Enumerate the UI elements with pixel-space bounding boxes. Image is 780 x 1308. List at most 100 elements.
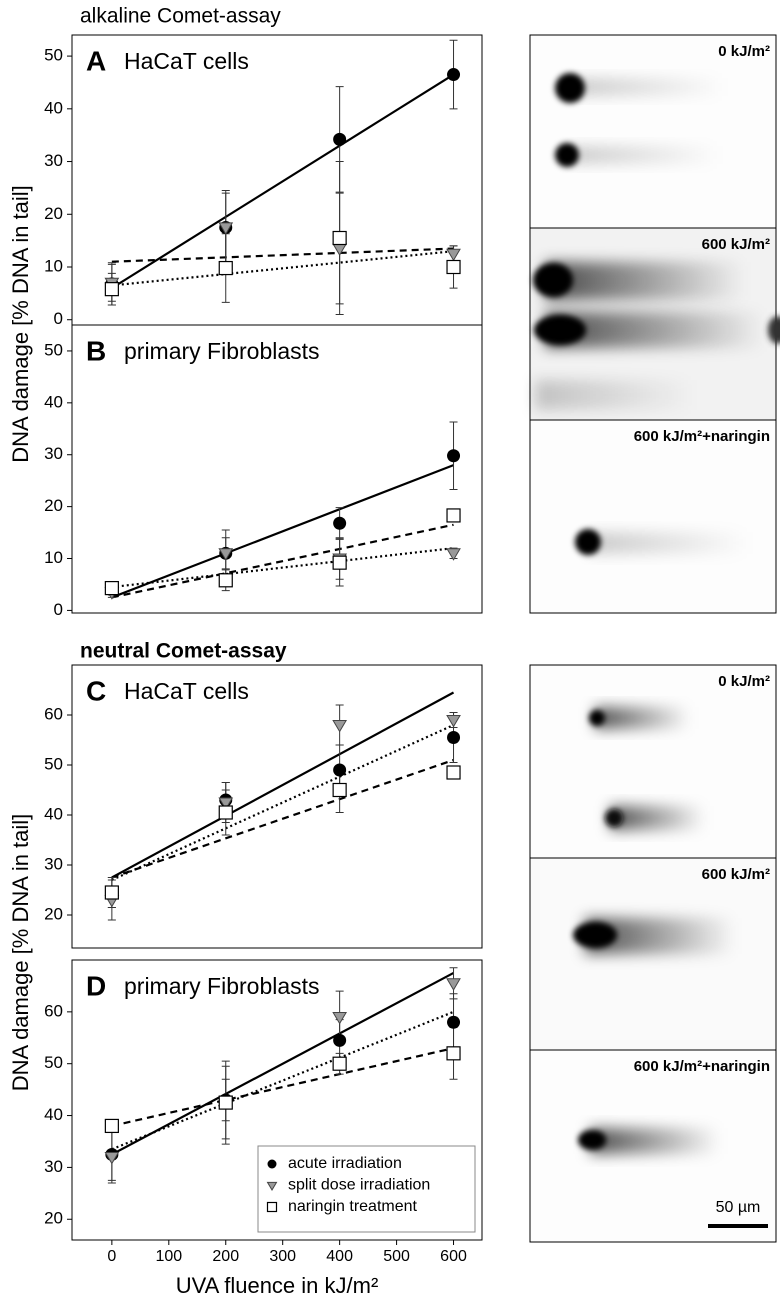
- y-tick-label: 40: [44, 98, 63, 117]
- data-point: [332, 782, 347, 798]
- legend-marker: [266, 1201, 278, 1213]
- x-tick-label: 300: [269, 1248, 296, 1265]
- data-point: [104, 1151, 120, 1165]
- comet-tail: [590, 1128, 720, 1154]
- x-tick-label: 500: [383, 1248, 410, 1265]
- comet-head: [533, 263, 573, 297]
- panel-letter: A: [86, 45, 106, 76]
- comet-tail: [575, 78, 725, 96]
- data-point: [447, 731, 461, 744]
- data-point: [218, 260, 233, 276]
- y-tick-label: 40: [44, 392, 63, 411]
- comet-head: [605, 809, 623, 827]
- micrograph-label: 600 kJ/m²+naringin: [634, 428, 770, 445]
- comet-head: [578, 1130, 606, 1150]
- x-axis-label: UVA fluence in kJ/m²: [176, 1273, 379, 1298]
- y-tick-label: 40: [44, 804, 63, 823]
- plot-frame: [71, 664, 483, 949]
- comet-head: [589, 710, 605, 726]
- micrograph: [529, 419, 777, 614]
- y-tick-label: 50: [44, 46, 63, 65]
- data-point: [332, 230, 347, 246]
- panel-letter: C: [86, 675, 106, 706]
- fit-line: [111, 73, 455, 290]
- data-point: [446, 714, 461, 728]
- section-heading: neutral Comet-assay: [80, 640, 287, 663]
- fit-line: [111, 691, 455, 879]
- data-point: [446, 548, 461, 561]
- data-point: [333, 516, 347, 530]
- comet-tail: [610, 806, 705, 830]
- data-point: [332, 555, 347, 570]
- micrograph-label: 600 kJ/m²+naringin: [634, 1058, 770, 1075]
- comet-tail: [545, 262, 745, 300]
- panel-letter: B: [86, 335, 106, 366]
- fit-line: [111, 1010, 454, 1151]
- data-point: [218, 1095, 233, 1110]
- data-point: [333, 1033, 347, 1047]
- legend-box: [257, 1145, 476, 1233]
- data-point: [447, 68, 461, 82]
- y-tick-label: 30: [44, 444, 63, 463]
- x-tick-label: 0: [107, 1248, 116, 1265]
- y-tick-label: 10: [44, 548, 63, 567]
- data-point: [332, 719, 348, 733]
- comet-head: [555, 143, 579, 167]
- y-tick-label: 30: [44, 1157, 63, 1176]
- y-tick-label: 20: [44, 1209, 63, 1228]
- x-tick-label: 200: [212, 1248, 239, 1265]
- data-point: [447, 1015, 461, 1029]
- fit-line: [111, 723, 454, 882]
- legend-marker: [266, 1181, 278, 1191]
- fit-line: [111, 247, 454, 263]
- fit-line: [111, 250, 454, 287]
- data-point: [104, 282, 119, 297]
- y-tick-label: 30: [44, 854, 63, 873]
- fit-line: [111, 523, 454, 599]
- micrograph-label: 600 kJ/m²: [702, 236, 770, 253]
- section-heading: alkaline Comet-assay: [80, 5, 281, 28]
- data-point: [332, 1011, 348, 1025]
- y-tick-label: 60: [44, 1001, 63, 1020]
- micrographs: 50 µm: [529, 34, 780, 1243]
- data-point: [104, 885, 119, 900]
- y-tick-label: 30: [44, 151, 63, 170]
- panel-title: primary Fibroblasts: [124, 973, 320, 999]
- data-point: [446, 248, 461, 262]
- comet-tail: [570, 146, 720, 164]
- y-tick-label: 0: [54, 309, 63, 328]
- data-point: [332, 1056, 347, 1071]
- panel-title: HaCaT cells: [124, 48, 249, 74]
- data-point: [218, 805, 233, 820]
- data-point: [104, 580, 119, 596]
- y-axis-label: DNA damage [% DNA in tail]: [8, 185, 33, 463]
- comet-head: [555, 73, 585, 103]
- data-point: [446, 978, 461, 991]
- panel-title: primary Fibroblasts: [124, 338, 320, 364]
- y-tick-label: 20: [44, 904, 63, 923]
- legend-label: naringin treatment: [288, 1198, 418, 1215]
- comet-tail: [535, 380, 695, 410]
- y-tick-label: 50: [44, 754, 63, 773]
- data-point: [447, 449, 461, 463]
- y-tick-label: 20: [44, 204, 63, 223]
- fit-line: [111, 464, 454, 599]
- y-tick-label: 20: [44, 496, 63, 515]
- legend-marker: [267, 1159, 277, 1169]
- fit-line: [111, 758, 454, 879]
- panel-title: HaCaT cells: [124, 678, 249, 704]
- plot-frame: [71, 324, 483, 614]
- data-point: [446, 508, 461, 523]
- fit-line: [111, 971, 455, 1156]
- data-point: [218, 573, 233, 588]
- comet-head: [534, 315, 586, 345]
- comet-head: [573, 922, 617, 948]
- data-point: [333, 132, 347, 146]
- panel-letter: D: [86, 970, 106, 1001]
- y-axis-label: DNA damage [% DNA in tail]: [8, 814, 33, 1092]
- data-point: [446, 1046, 461, 1061]
- scale-bar-label: 50 µm: [716, 1199, 761, 1216]
- fit-line: [111, 547, 454, 589]
- data-point: [218, 548, 234, 561]
